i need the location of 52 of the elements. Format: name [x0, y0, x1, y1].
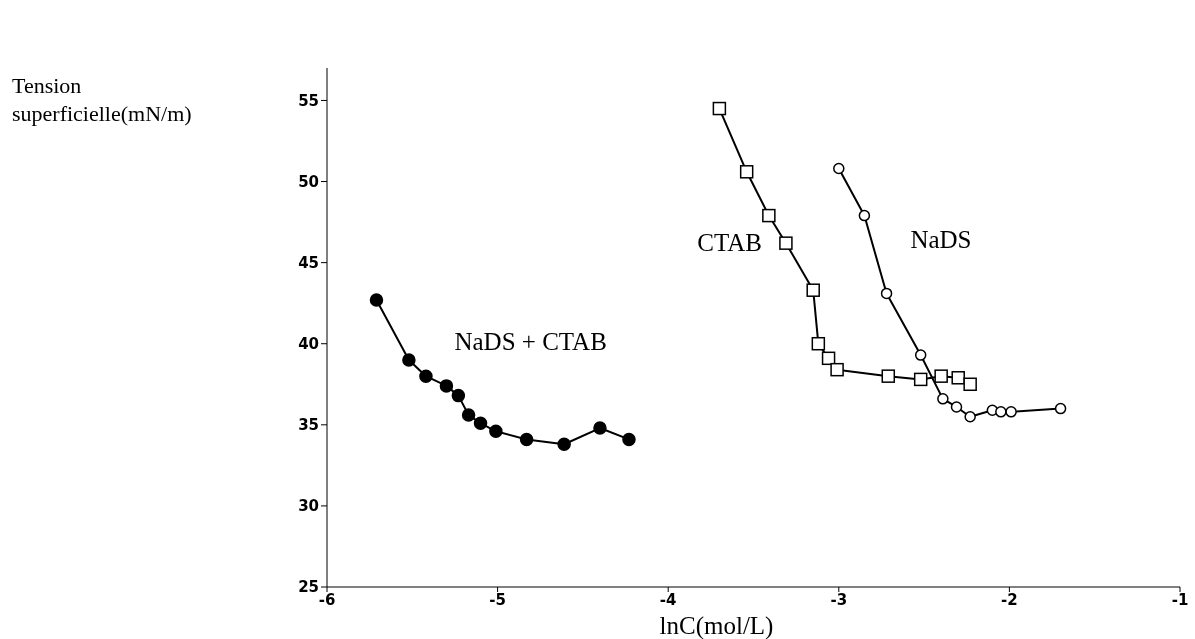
point — [880, 287, 893, 300]
point — [439, 379, 454, 393]
series-label: NaDS — [910, 226, 972, 254]
point — [833, 162, 845, 175]
point — [461, 408, 476, 422]
point — [762, 208, 776, 223]
x-tick-label: -6 — [318, 590, 336, 609]
y-tick-label: 35 — [298, 416, 319, 435]
x-tick-label: -5 — [489, 590, 506, 609]
point — [937, 393, 949, 405]
point — [369, 293, 384, 307]
y-tick-label: 55 — [298, 91, 319, 110]
series-label: CTAB — [697, 228, 762, 256]
point — [1054, 402, 1067, 415]
point — [519, 432, 534, 447]
point — [806, 283, 820, 297]
point — [811, 336, 826, 351]
point — [881, 369, 896, 383]
x-tick-label: -2 — [1001, 590, 1018, 609]
point — [779, 236, 793, 250]
series-label: NaDS + CTAB — [454, 327, 607, 355]
x-tick-label: -3 — [830, 590, 848, 609]
y-axis-title: Tension superficielle(mN/m) — [12, 72, 193, 128]
point — [593, 421, 607, 435]
x-tick-label: -1 — [1171, 590, 1189, 609]
point — [964, 410, 976, 423]
point — [557, 437, 571, 452]
y-tick-label: 30 — [298, 497, 319, 516]
point — [913, 372, 928, 387]
y-tick-label: 45 — [298, 253, 319, 272]
x-tick-label: -4 — [659, 590, 677, 609]
point — [858, 209, 871, 222]
x-axis-title: lnC(mol/L) — [658, 612, 775, 639]
point — [419, 369, 433, 383]
point — [451, 388, 466, 403]
point — [830, 362, 844, 377]
point — [914, 349, 927, 361]
point — [712, 101, 727, 116]
point — [963, 377, 977, 392]
point — [934, 369, 948, 383]
point — [995, 406, 1007, 418]
point — [489, 424, 503, 439]
point — [402, 353, 416, 367]
point — [950, 401, 963, 413]
y-tick-label: 40 — [298, 335, 319, 354]
y-tick-label: 25 — [298, 578, 319, 597]
y-tick-label: 50 — [298, 172, 319, 191]
point — [739, 165, 754, 179]
point — [951, 371, 965, 385]
point — [473, 416, 488, 430]
point — [1005, 406, 1017, 418]
point — [622, 432, 636, 447]
